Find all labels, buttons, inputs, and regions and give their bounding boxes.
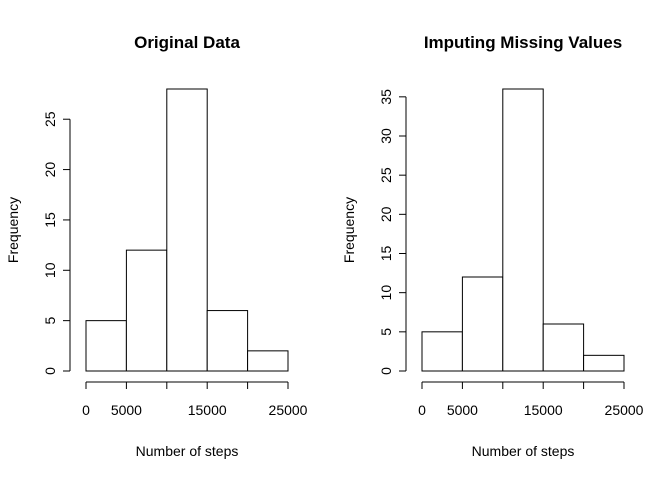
x-tick-label: 5000 [111, 402, 142, 418]
histogram-bar [166, 88, 208, 372]
y-tick-label: 35 [378, 89, 394, 105]
y-tick-label: 25 [378, 167, 394, 183]
y-tick-label: 5 [378, 328, 394, 336]
histogram-bar [502, 88, 544, 372]
x-tick-label: 0 [82, 402, 90, 418]
y-tick-label: 20 [378, 206, 394, 222]
y-axis-label: Frequency [5, 197, 21, 263]
chart-title: Original Data [134, 33, 240, 52]
histogram-bar [206, 310, 249, 372]
y-tick-label: 20 [42, 162, 58, 178]
y-tick-label: 0 [378, 367, 394, 375]
panel-original-data: Original Data 0 5 10 15 20 25 0 5000 15000 25000 Nu… [5, 33, 308, 459]
x-axis-label: Number of steps [472, 443, 575, 459]
histogram-bar [461, 276, 504, 372]
histogram-bar [421, 331, 463, 372]
x-tick-label: 15000 [188, 402, 227, 418]
x-axis-label: Number of steps [136, 443, 239, 459]
histogram-bar [85, 320, 127, 372]
x-tick-label: 0 [418, 402, 426, 418]
histogram-bar [542, 323, 585, 372]
x-tick-label: 5000 [447, 402, 478, 418]
x-tick-label: 15000 [524, 402, 563, 418]
chart-title: Imputing Missing Values [424, 33, 622, 52]
y-tick-label: 30 [378, 128, 394, 144]
histogram-bar [583, 354, 625, 372]
y-tick-label: 15 [378, 246, 394, 262]
y-axis-label: Frequency [341, 197, 357, 263]
y-tick-label: 5 [42, 317, 58, 325]
y-tick-label: 15 [42, 212, 58, 228]
histogram-bar [247, 350, 289, 372]
y-tick-label: 0 [42, 367, 58, 375]
panel-imputed-data: Imputing Missing Values 0 5 10 15 20 25 30 35 0 50… [341, 33, 644, 459]
y-tick-label: 10 [378, 285, 394, 301]
y-tick-label: 25 [42, 111, 58, 127]
x-tick-label: 25000 [269, 402, 308, 418]
histogram-bar [125, 249, 168, 372]
y-tick-label: 10 [42, 262, 58, 278]
x-tick-label: 25000 [605, 402, 644, 418]
